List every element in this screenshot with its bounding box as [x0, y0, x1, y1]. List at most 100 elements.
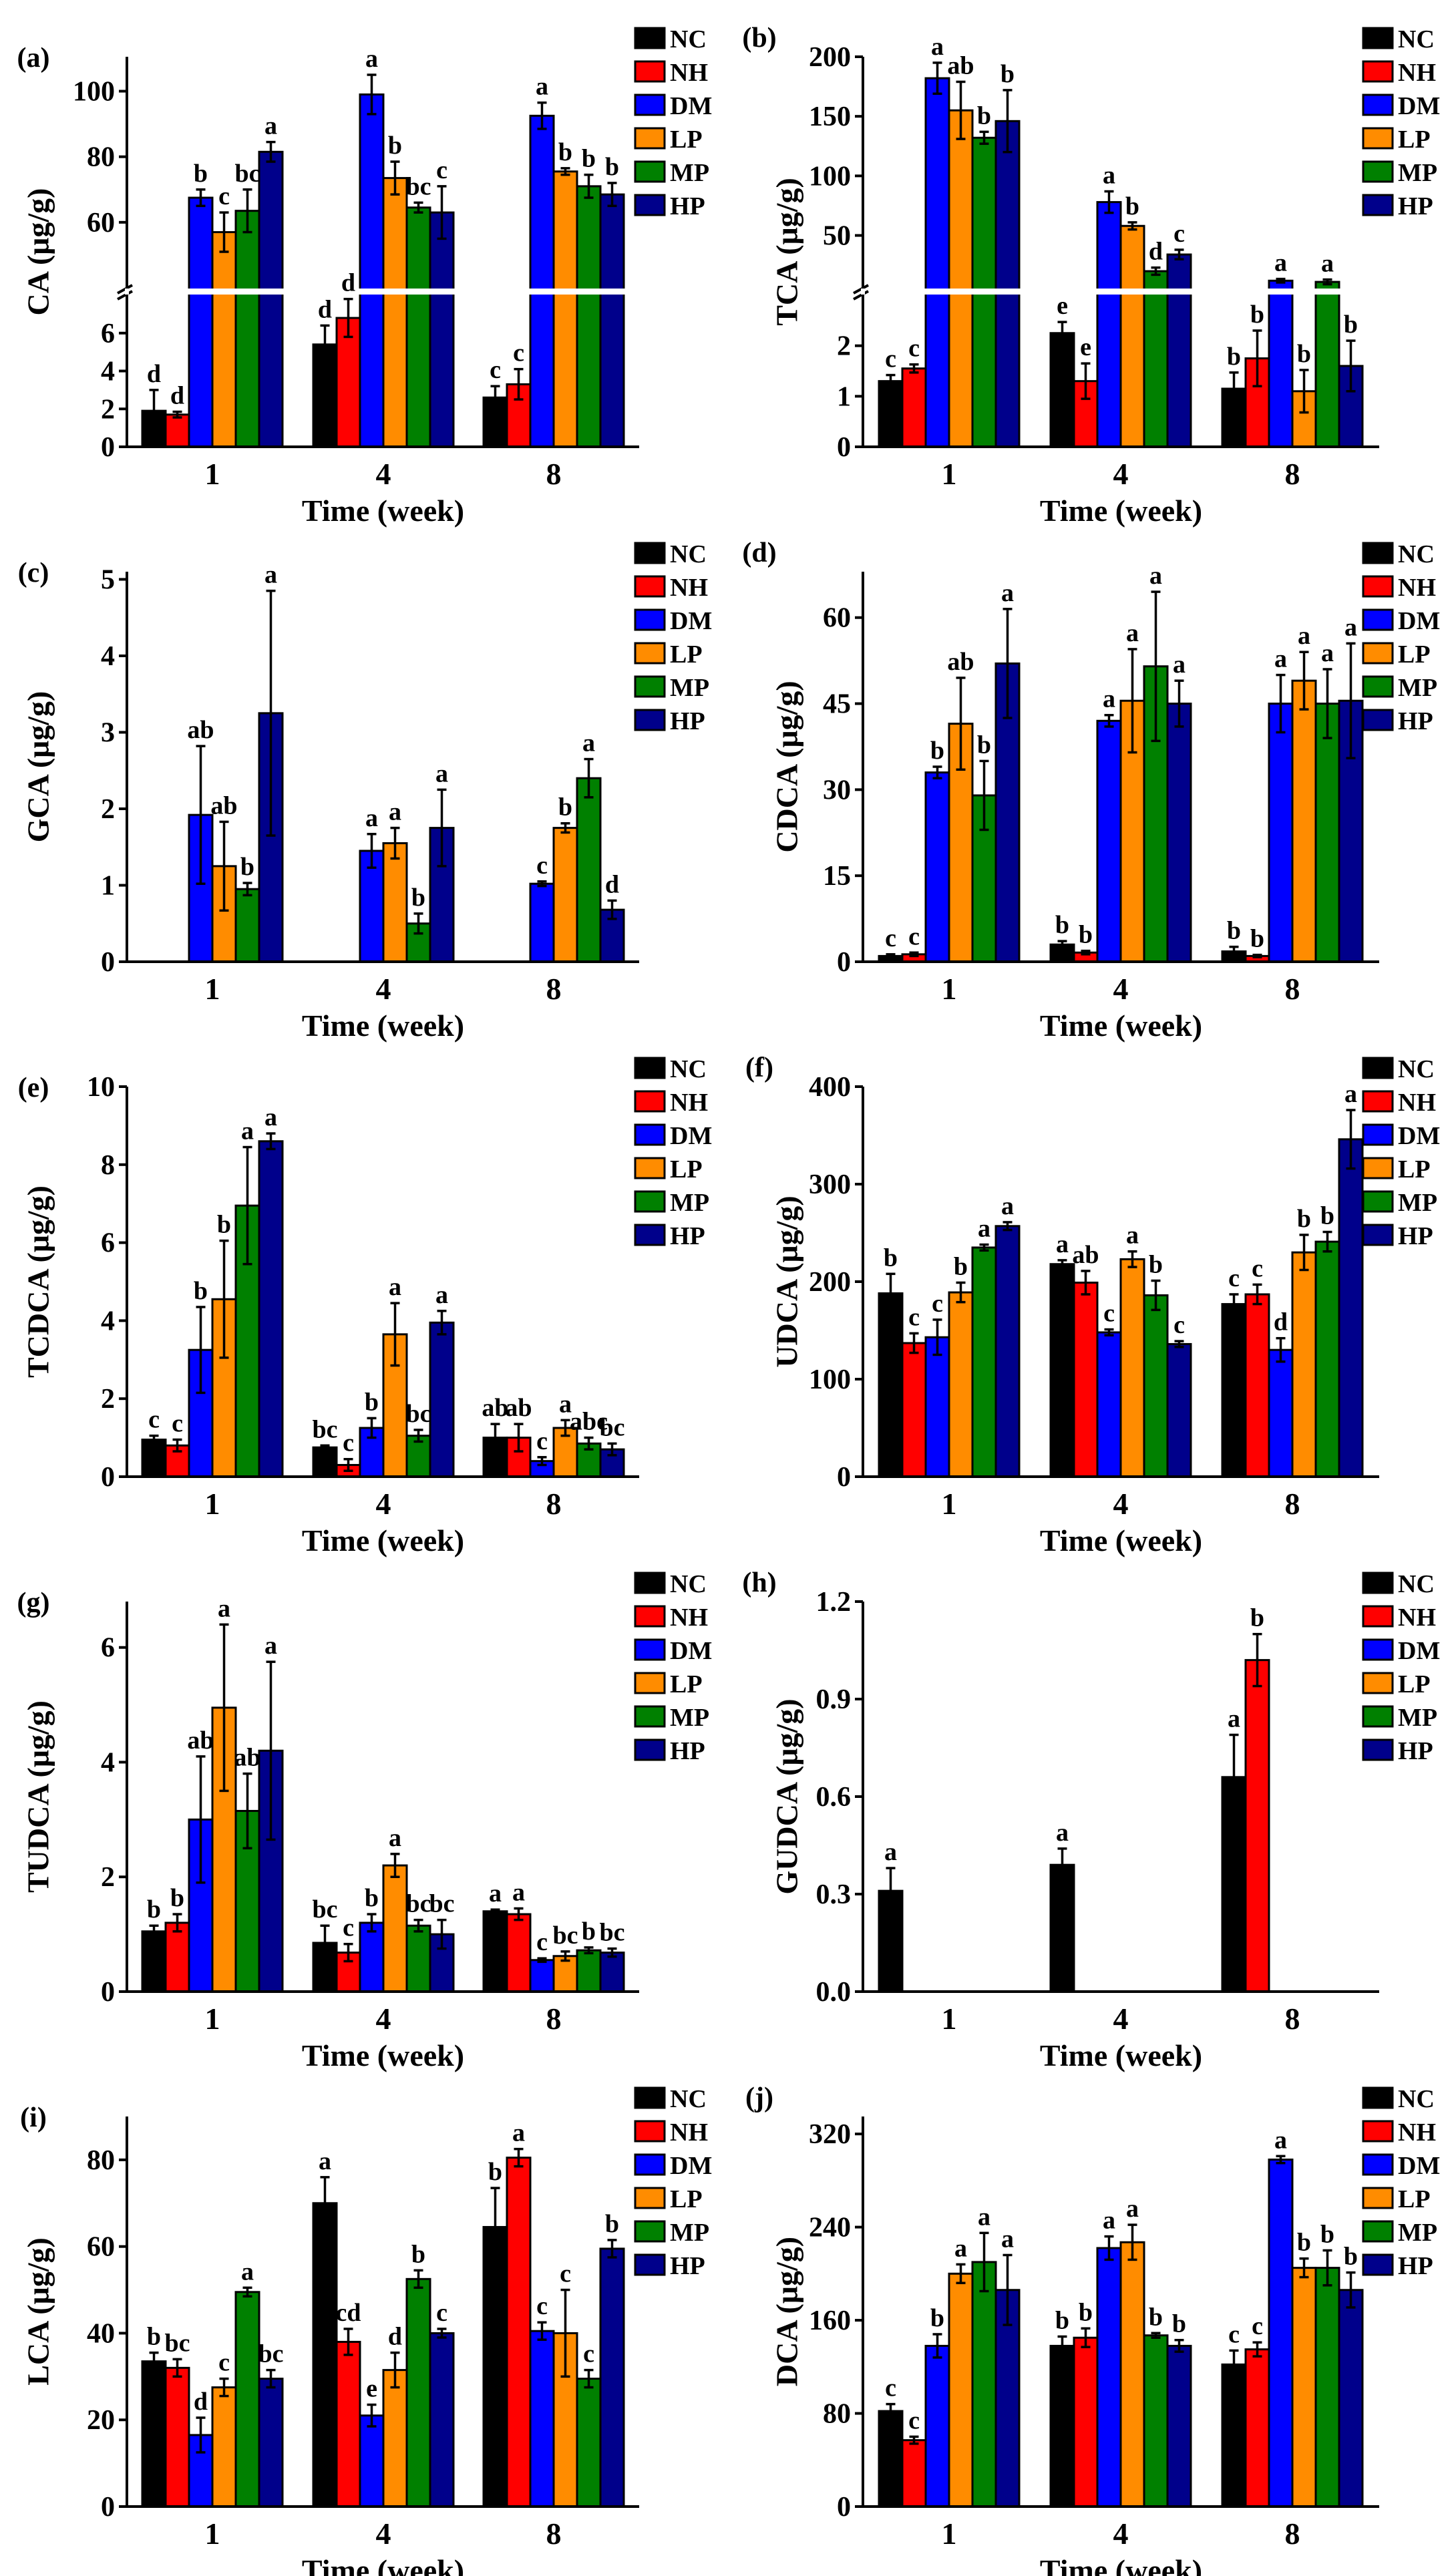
- legend-swatch-mp: [1362, 2220, 1394, 2243]
- significance-letter: ab: [947, 648, 974, 676]
- significance-letter: a: [264, 1103, 277, 1131]
- x-tick-label: 8: [546, 972, 562, 1006]
- y-axis-label: DCA (μg/g): [770, 2237, 804, 2386]
- y-tick-label: 1.2: [816, 1587, 852, 1618]
- bar-nc-week-4: [1049, 1863, 1075, 1993]
- y-tick-label: 200: [809, 42, 851, 73]
- bar-dm-week-4: [1096, 201, 1122, 448]
- legend-swatch-nh: [1362, 60, 1394, 83]
- significance-letter: a: [978, 2203, 990, 2231]
- y-axis-label: LCA (μg/g): [21, 2237, 55, 2386]
- bar-hp-week-4: [1166, 253, 1192, 448]
- significance-letter: a: [1126, 2195, 1139, 2223]
- significance-letter: a: [1173, 651, 1186, 679]
- bar-nh-week-8: [506, 2157, 532, 2508]
- bar-dm-week-8: [1268, 2159, 1294, 2508]
- significance-letter: a: [978, 1215, 990, 1243]
- panel-label: (e): [18, 1073, 49, 1103]
- x-axis-label: Time (week): [1040, 494, 1202, 528]
- y-tick-label: 320: [809, 2119, 851, 2150]
- panel-label: (g): [17, 1588, 50, 1618]
- significance-letter: b: [1344, 311, 1358, 339]
- y-tick-label: 0.9: [816, 1684, 852, 1715]
- significance-letter: b: [194, 160, 208, 188]
- y-tick-label: 200: [809, 1267, 851, 1298]
- legend-label: MP: [670, 1189, 709, 1217]
- legend-label: HP: [670, 192, 705, 220]
- legend-swatch-dm: [1362, 94, 1394, 116]
- bar-nc-week-8: [482, 1910, 508, 1993]
- legend-label: LP: [1398, 126, 1431, 154]
- bar-mp-week-8: [1314, 2267, 1340, 2508]
- y-tick-label: 60: [87, 208, 115, 238]
- significance-letter: a: [1274, 249, 1287, 277]
- legend-swatch-hp: [634, 194, 666, 216]
- bar-nh-week-8: [1244, 1293, 1270, 1478]
- bar-nh-week-1: [901, 1342, 927, 1478]
- legend-swatch-dm: [634, 2153, 666, 2176]
- x-axis-label: Time (week): [1040, 2553, 1202, 2576]
- bar-mp-week-4: [1143, 1294, 1169, 1478]
- y-tick-label: 100: [73, 77, 115, 108]
- significance-letter: d: [1149, 238, 1163, 266]
- legend-label: MP: [1398, 1704, 1437, 1732]
- bar-mp-week-1: [234, 2291, 260, 2508]
- significance-letter: e: [1080, 333, 1091, 361]
- x-axis-label: Time (week): [302, 2553, 464, 2576]
- legend-label: MP: [670, 2219, 709, 2247]
- significance-letter: e: [366, 2375, 377, 2403]
- significance-letter: c: [536, 852, 548, 880]
- x-tick-label: 1: [205, 972, 220, 1006]
- significance-letter: a: [489, 1879, 502, 1907]
- y-tick-label: 0.3: [816, 1879, 852, 1910]
- bar-lp-week-1: [948, 2272, 974, 2508]
- bar-lp-week-8: [1291, 679, 1317, 963]
- legend-swatch-nc: [634, 1057, 666, 1079]
- legend-swatch-mp: [634, 160, 666, 183]
- significance-letter: a: [1056, 1819, 1069, 1847]
- legend-label: DM: [670, 1122, 712, 1150]
- bar-mp-week-8: [576, 2378, 602, 2508]
- significance-letter: a: [365, 804, 378, 832]
- bar-mp-week-4: [405, 1924, 431, 1993]
- significance-letter: b: [411, 2240, 425, 2268]
- bar-lp-week-4: [382, 177, 408, 448]
- y-tick-label: 6: [101, 319, 115, 349]
- y-tick-label: 1: [837, 381, 851, 412]
- significance-letter: c: [343, 1429, 354, 1457]
- bar-hp-week-8: [599, 1952, 625, 1993]
- bar-lp-week-4: [382, 1864, 408, 1993]
- legend-label: NC: [1398, 1570, 1435, 1598]
- significance-letter: b: [582, 1917, 596, 1946]
- x-tick-label: 4: [376, 972, 391, 1006]
- significance-letter: bc: [406, 172, 431, 200]
- y-tick-label: 0: [101, 2492, 115, 2523]
- y-tick-label: 300: [809, 1169, 851, 1200]
- legend-label: DM: [1398, 1122, 1440, 1150]
- legend-label: DM: [670, 607, 712, 635]
- bar-dm-week-1: [924, 2344, 950, 2508]
- legend-label: MP: [670, 674, 709, 702]
- legend-swatch-lp: [634, 2187, 666, 2209]
- x-tick-label: 8: [1285, 2002, 1300, 2036]
- significance-letter: b: [1250, 301, 1264, 329]
- bar-dm-week-1: [188, 196, 214, 448]
- significance-letter: c: [1228, 2320, 1240, 2348]
- significance-letter: cd: [336, 2299, 361, 2327]
- significance-letter: a: [241, 2257, 254, 2285]
- bar-mp-week-8: [1314, 281, 1340, 448]
- significance-letter: c: [1228, 1264, 1240, 1292]
- bar-lp-week-1: [948, 1291, 974, 1478]
- legend-swatch-hp: [634, 1224, 666, 1246]
- y-tick-label: 40: [87, 2318, 115, 2349]
- significance-letter: b: [605, 153, 619, 181]
- legend-label: HP: [670, 2252, 705, 2280]
- significance-letter: c: [560, 2260, 571, 2288]
- significance-letter: c: [932, 1290, 943, 1318]
- bar-lp-week-8: [1291, 2267, 1317, 2508]
- significance-letter: b: [1320, 2220, 1334, 2248]
- y-tick-label: 4: [101, 1306, 115, 1336]
- x-tick-label: 4: [1113, 972, 1129, 1006]
- legend-label: HP: [1398, 1737, 1433, 1765]
- significance-letter: a: [218, 1594, 230, 1622]
